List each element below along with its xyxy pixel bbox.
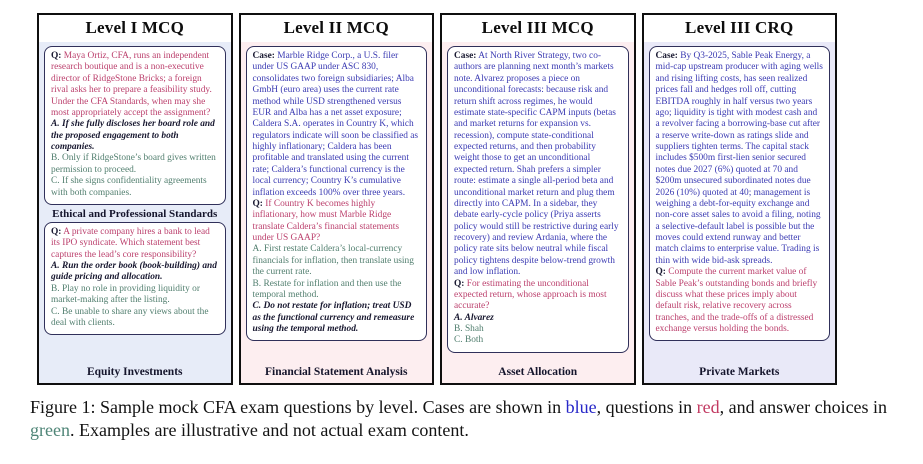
option-b: B. Restate for inflation and then use th… bbox=[252, 278, 402, 300]
question-paragraph: Q: A private company hires a bank to lea… bbox=[51, 227, 219, 261]
panel-body: Case: By Q3-2025, Sable Peak Energy, a m… bbox=[644, 42, 836, 362]
option-c: C. Do not restate for inflation; treat U… bbox=[252, 301, 415, 334]
question-prefix: Q: bbox=[51, 51, 62, 61]
caption-text: , questions in bbox=[596, 397, 697, 417]
question-paragraph: Q: If Country K becomes highly inflation… bbox=[253, 199, 421, 245]
case-paragraph: Case: At North River Strategy, two co-au… bbox=[454, 51, 622, 279]
panel-level-1-mcq: Level I MCQ Q: Maya Ortiz, CFA, runs an … bbox=[37, 13, 233, 385]
panel-level-3-crq: Level III CRQ Case: By Q3-2025, Sable Pe… bbox=[641, 13, 837, 385]
panel-footer-topic: Equity Investments bbox=[86, 366, 183, 378]
option-c: C. If she signs confidentiality agreemen… bbox=[51, 176, 207, 198]
figure-panel-row: Level I MCQ Q: Maya Ortiz, CFA, runs an … bbox=[37, 13, 837, 385]
option-c: C. Be unable to share any views about th… bbox=[51, 306, 209, 328]
option-b: B. Only if RidgeStone’s board gives writ… bbox=[51, 153, 216, 175]
option-a: A. Run the order book (book-building) an… bbox=[51, 261, 217, 283]
option-c: C. Both bbox=[454, 335, 484, 346]
caption-text: , and answer choices in bbox=[719, 397, 888, 417]
panel-body: Q: Maya Ortiz, CFA, runs an independent … bbox=[39, 42, 231, 362]
topic-label: Ethical and Professional Standards bbox=[52, 207, 218, 220]
panel-body: Case: At North River Strategy, two co-au… bbox=[442, 42, 634, 362]
option-b: B. Play no role in providing liquidity o… bbox=[51, 283, 200, 306]
option-a: A. If she fully discloses her board role… bbox=[51, 119, 215, 152]
figure-caption: Figure 1: Sample mock CFA exam questions… bbox=[30, 396, 894, 443]
caption-red-word: red bbox=[696, 397, 720, 417]
panel-title: Level I MCQ bbox=[39, 15, 231, 42]
case-paragraph: Case: Marble Ridge Corp., a U.S. filer u… bbox=[253, 51, 421, 199]
case-paragraph: Case: By Q3-2025, Sable Peak Energy, a m… bbox=[656, 51, 824, 267]
question-paragraph: Q: For estimating the unconditional expe… bbox=[454, 279, 622, 313]
case-text: At North River Strategy, two co-authors … bbox=[454, 51, 619, 278]
question-prefix: Q: bbox=[655, 267, 666, 278]
case-prefix: Case: bbox=[252, 51, 275, 61]
panel-title: Level III MCQ bbox=[442, 15, 634, 42]
caption-green-word: green bbox=[30, 420, 70, 441]
question-prefix: Q: bbox=[454, 278, 465, 289]
caption-text: Figure 1: Sample mock CFA exam questions… bbox=[30, 397, 566, 417]
panel-footer-topic: Private Markets bbox=[699, 366, 780, 378]
case-prefix: Case: bbox=[454, 51, 477, 61]
question-box-1: Q: Maya Ortiz, CFA, runs an independent … bbox=[44, 46, 226, 205]
question-prefix: Q: bbox=[252, 198, 263, 209]
question-text: Maya Ortiz, CFA, runs an independent res… bbox=[51, 51, 212, 118]
question-text: A private company hires a bank to lead i… bbox=[51, 226, 210, 260]
option-a: A. Alvarez bbox=[454, 312, 494, 323]
question-text: For estimating the unconditional expecte… bbox=[454, 278, 607, 312]
caption-blue-word: blue bbox=[565, 397, 597, 417]
option-b: B. Shah bbox=[454, 324, 484, 334]
question-box: Case: Marble Ridge Corp., a U.S. filer u… bbox=[245, 46, 427, 342]
panel-body: Case: Marble Ridge Corp., a U.S. filer u… bbox=[241, 42, 433, 362]
question-paragraph: Q: Compute the current market value of S… bbox=[656, 267, 824, 335]
question-text: If Country K becomes highly inflationary… bbox=[252, 198, 400, 243]
question-box: Case: At North River Strategy, two co-au… bbox=[447, 46, 629, 353]
option-a: A. First restate Caldera’s local-currenc… bbox=[252, 244, 414, 278]
caption-text: . Examples are illustrative and not actu… bbox=[69, 420, 469, 441]
panel-footer-topic: Financial Statement Analysis bbox=[265, 366, 408, 378]
panel-level-2-mcq: Level II MCQ Case: Marble Ridge Corp., a… bbox=[238, 13, 434, 385]
question-text: Compute the current market value of Sabl… bbox=[655, 267, 818, 334]
panel-level-3-mcq: Level III MCQ Case: At North River Strat… bbox=[440, 13, 636, 385]
case-text: Marble Ridge Corp., a U.S. filer under U… bbox=[252, 51, 419, 198]
question-paragraph: Q: Maya Ortiz, CFA, runs an independent … bbox=[51, 51, 219, 119]
question-box: Case: By Q3-2025, Sable Peak Energy, a m… bbox=[648, 46, 830, 342]
panel-title: Level II MCQ bbox=[240, 15, 432, 42]
question-prefix: Q: bbox=[51, 226, 62, 237]
panel-title: Level III CRQ bbox=[643, 15, 835, 42]
question-box-2: Q: A private company hires a bank to lea… bbox=[44, 221, 226, 336]
case-prefix: Case: bbox=[655, 51, 678, 61]
panel-footer-topic: Asset Allocation bbox=[498, 366, 578, 378]
case-text: By Q3-2025, Sable Peak Energy, a mid-cap… bbox=[655, 51, 823, 266]
